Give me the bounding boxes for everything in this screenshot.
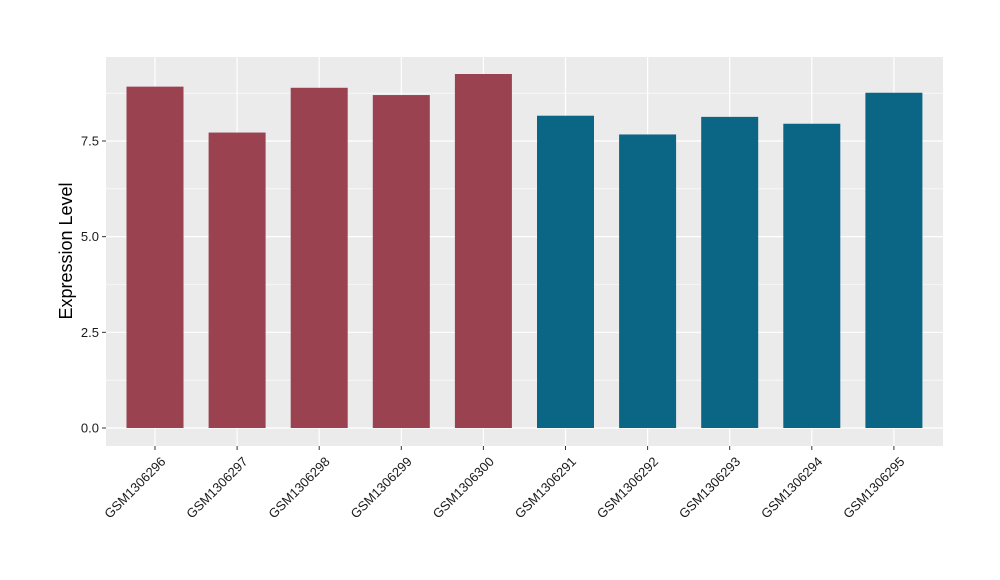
y-tick-label-3: 7.5: [81, 133, 99, 148]
x-tick-label-GSM1306299: GSM1306299: [348, 454, 415, 521]
x-tick-label-GSM1306295: GSM1306295: [840, 454, 907, 521]
bar-GSM1306298: [290, 87, 348, 429]
bar-GSM1306297: [208, 132, 266, 428]
bars: [126, 74, 923, 429]
bar-GSM1306291: [537, 115, 594, 428]
x-tick-label-GSM1306297: GSM1306297: [183, 454, 250, 521]
x-tick-label-GSM1306300: GSM1306300: [430, 454, 497, 521]
bar-GSM1306299: [372, 95, 430, 429]
bar-GSM1306293: [701, 116, 759, 428]
x-axis: GSM1306296 GSM1306297 GSM1306298 GSM1306299…: [101, 446, 907, 521]
bar-GSM1306292: [619, 134, 677, 428]
bar-GSM1306294: [783, 123, 841, 428]
bar-GSM1306300: [454, 74, 512, 428]
y-axis-title: Expression Level: [56, 182, 76, 319]
x-tick-label-GSM1306292: GSM1306292: [594, 454, 661, 521]
x-tick-label-GSM1306294: GSM1306294: [758, 454, 825, 521]
bar-GSM1306295: [865, 92, 923, 429]
x-tick-label-GSM1306298: GSM1306298: [265, 454, 332, 521]
x-tick-label-GSM1306296: GSM1306296: [101, 454, 168, 521]
x-tick-label-GSM1306291: GSM1306291: [512, 454, 579, 521]
y-tick-label-1: 2.5: [81, 325, 99, 340]
bar-GSM1306296: [126, 86, 184, 429]
x-tick-label-GSM1306293: GSM1306293: [676, 454, 743, 521]
y-tick-label-2: 5.0: [81, 229, 99, 244]
y-axis: 0.0 2.5 5.0 7.5: [81, 133, 106, 436]
y-tick-label-0: 0.0: [81, 421, 99, 436]
